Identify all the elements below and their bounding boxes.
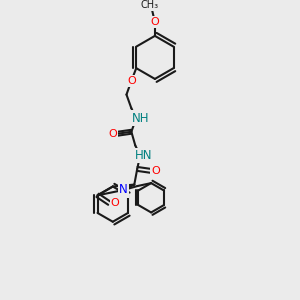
- Text: CH₃: CH₃: [141, 0, 159, 10]
- Text: O: O: [151, 17, 159, 27]
- Text: O: O: [108, 129, 117, 139]
- Text: N: N: [119, 184, 128, 196]
- Text: NH: NH: [131, 112, 149, 124]
- Text: HN: HN: [135, 149, 153, 162]
- Text: O: O: [152, 166, 160, 176]
- Text: O: O: [111, 198, 119, 208]
- Text: O: O: [127, 76, 136, 86]
